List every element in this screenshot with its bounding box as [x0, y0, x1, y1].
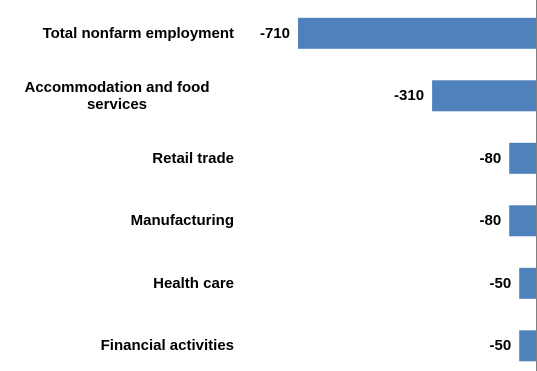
category-label: Manufacturing — [130, 212, 234, 230]
data-label: -710 — [259, 24, 290, 42]
category-label: Accommodation and food services — [24, 78, 210, 113]
category-label: Retail trade — [152, 149, 234, 167]
category-label: Total nonfarm employment — [42, 24, 234, 42]
category-label: Financial activities — [100, 337, 234, 355]
data-label: -80 — [479, 149, 502, 167]
bar — [509, 142, 536, 174]
bar — [509, 205, 536, 237]
bar — [519, 267, 536, 299]
bar — [298, 17, 536, 49]
data-label: -50 — [489, 337, 512, 355]
bar — [432, 80, 536, 112]
data-label: -80 — [479, 212, 502, 230]
category-label: Health care — [153, 274, 234, 292]
bar — [519, 330, 536, 362]
data-label: -50 — [489, 274, 512, 292]
data-label: -310 — [394, 87, 425, 105]
